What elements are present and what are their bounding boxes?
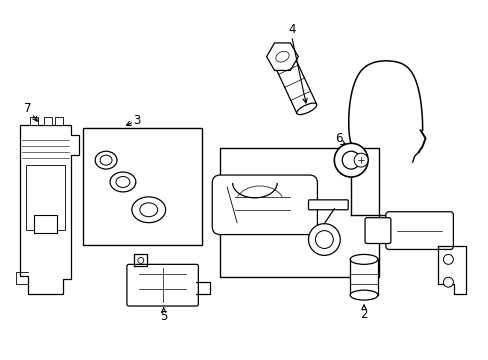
Circle shape bbox=[443, 277, 452, 287]
FancyBboxPatch shape bbox=[385, 212, 452, 249]
FancyBboxPatch shape bbox=[349, 260, 377, 295]
Text: 7: 7 bbox=[24, 102, 31, 115]
Ellipse shape bbox=[140, 203, 157, 217]
Text: 5: 5 bbox=[160, 310, 167, 323]
Ellipse shape bbox=[110, 172, 136, 192]
Circle shape bbox=[443, 255, 452, 264]
Polygon shape bbox=[20, 125, 79, 294]
Ellipse shape bbox=[334, 143, 367, 177]
Ellipse shape bbox=[349, 255, 377, 264]
Text: 6: 6 bbox=[335, 132, 342, 145]
Bar bbox=[26, 165, 65, 230]
Circle shape bbox=[138, 257, 143, 264]
Ellipse shape bbox=[349, 290, 377, 300]
FancyBboxPatch shape bbox=[212, 175, 317, 235]
Ellipse shape bbox=[308, 224, 340, 255]
FancyBboxPatch shape bbox=[365, 218, 390, 243]
Bar bbox=[34, 215, 57, 233]
Bar bbox=[55, 117, 63, 125]
Ellipse shape bbox=[342, 151, 359, 169]
FancyBboxPatch shape bbox=[308, 200, 347, 210]
Ellipse shape bbox=[95, 151, 117, 169]
Bar bbox=[43, 117, 51, 125]
Ellipse shape bbox=[296, 103, 316, 114]
Polygon shape bbox=[272, 52, 316, 113]
Ellipse shape bbox=[275, 51, 288, 62]
Bar bbox=[220, 148, 378, 277]
Polygon shape bbox=[266, 43, 298, 71]
Text: 1: 1 bbox=[350, 152, 357, 165]
Bar bbox=[83, 129, 202, 246]
Text: 3: 3 bbox=[133, 114, 140, 127]
Text: 2: 2 bbox=[360, 309, 367, 321]
Bar bbox=[30, 117, 38, 125]
FancyBboxPatch shape bbox=[127, 264, 198, 306]
Ellipse shape bbox=[353, 153, 367, 167]
Ellipse shape bbox=[100, 155, 112, 165]
Text: 4: 4 bbox=[287, 23, 295, 36]
Ellipse shape bbox=[116, 176, 130, 188]
Ellipse shape bbox=[132, 197, 165, 223]
Ellipse shape bbox=[315, 231, 333, 248]
